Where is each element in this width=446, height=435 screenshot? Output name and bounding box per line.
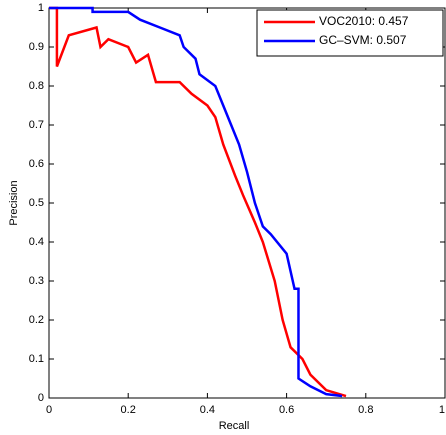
y-tick-label: 0.2 <box>29 314 44 326</box>
x-tick-label: 0.8 <box>358 404 373 416</box>
y-tick-label: 0.8 <box>29 80 44 92</box>
series-line <box>49 6 343 398</box>
x-tick-label: 0.2 <box>121 404 136 416</box>
y-axis-label: Precision <box>8 180 20 225</box>
series-line <box>49 6 347 398</box>
legend-label: GC–SVM: 0.507 <box>319 33 407 47</box>
y-tick-label: 0.4 <box>29 236 44 248</box>
y-tick-label: 0.6 <box>29 158 44 170</box>
y-tick-label: 0.9 <box>29 41 44 53</box>
y-tick-label: 0 <box>38 392 44 404</box>
y-tick-label: 0.1 <box>29 353 44 365</box>
x-tick-label: 0.4 <box>200 404 215 416</box>
legend-box <box>256 9 444 57</box>
y-tick-label: 0.7 <box>29 119 44 131</box>
x-tick-label: 1 <box>439 404 445 416</box>
y-tick-label: 1 <box>38 2 44 14</box>
legend-label: VOC2010: 0.457 <box>319 14 409 28</box>
y-tick-label: 0.3 <box>29 275 44 287</box>
x-axis-label: Recall <box>219 420 250 432</box>
x-tick-label: 0.6 <box>279 404 294 416</box>
y-tick-label: 0.5 <box>29 197 44 209</box>
x-tick-label: 0 <box>46 404 52 416</box>
